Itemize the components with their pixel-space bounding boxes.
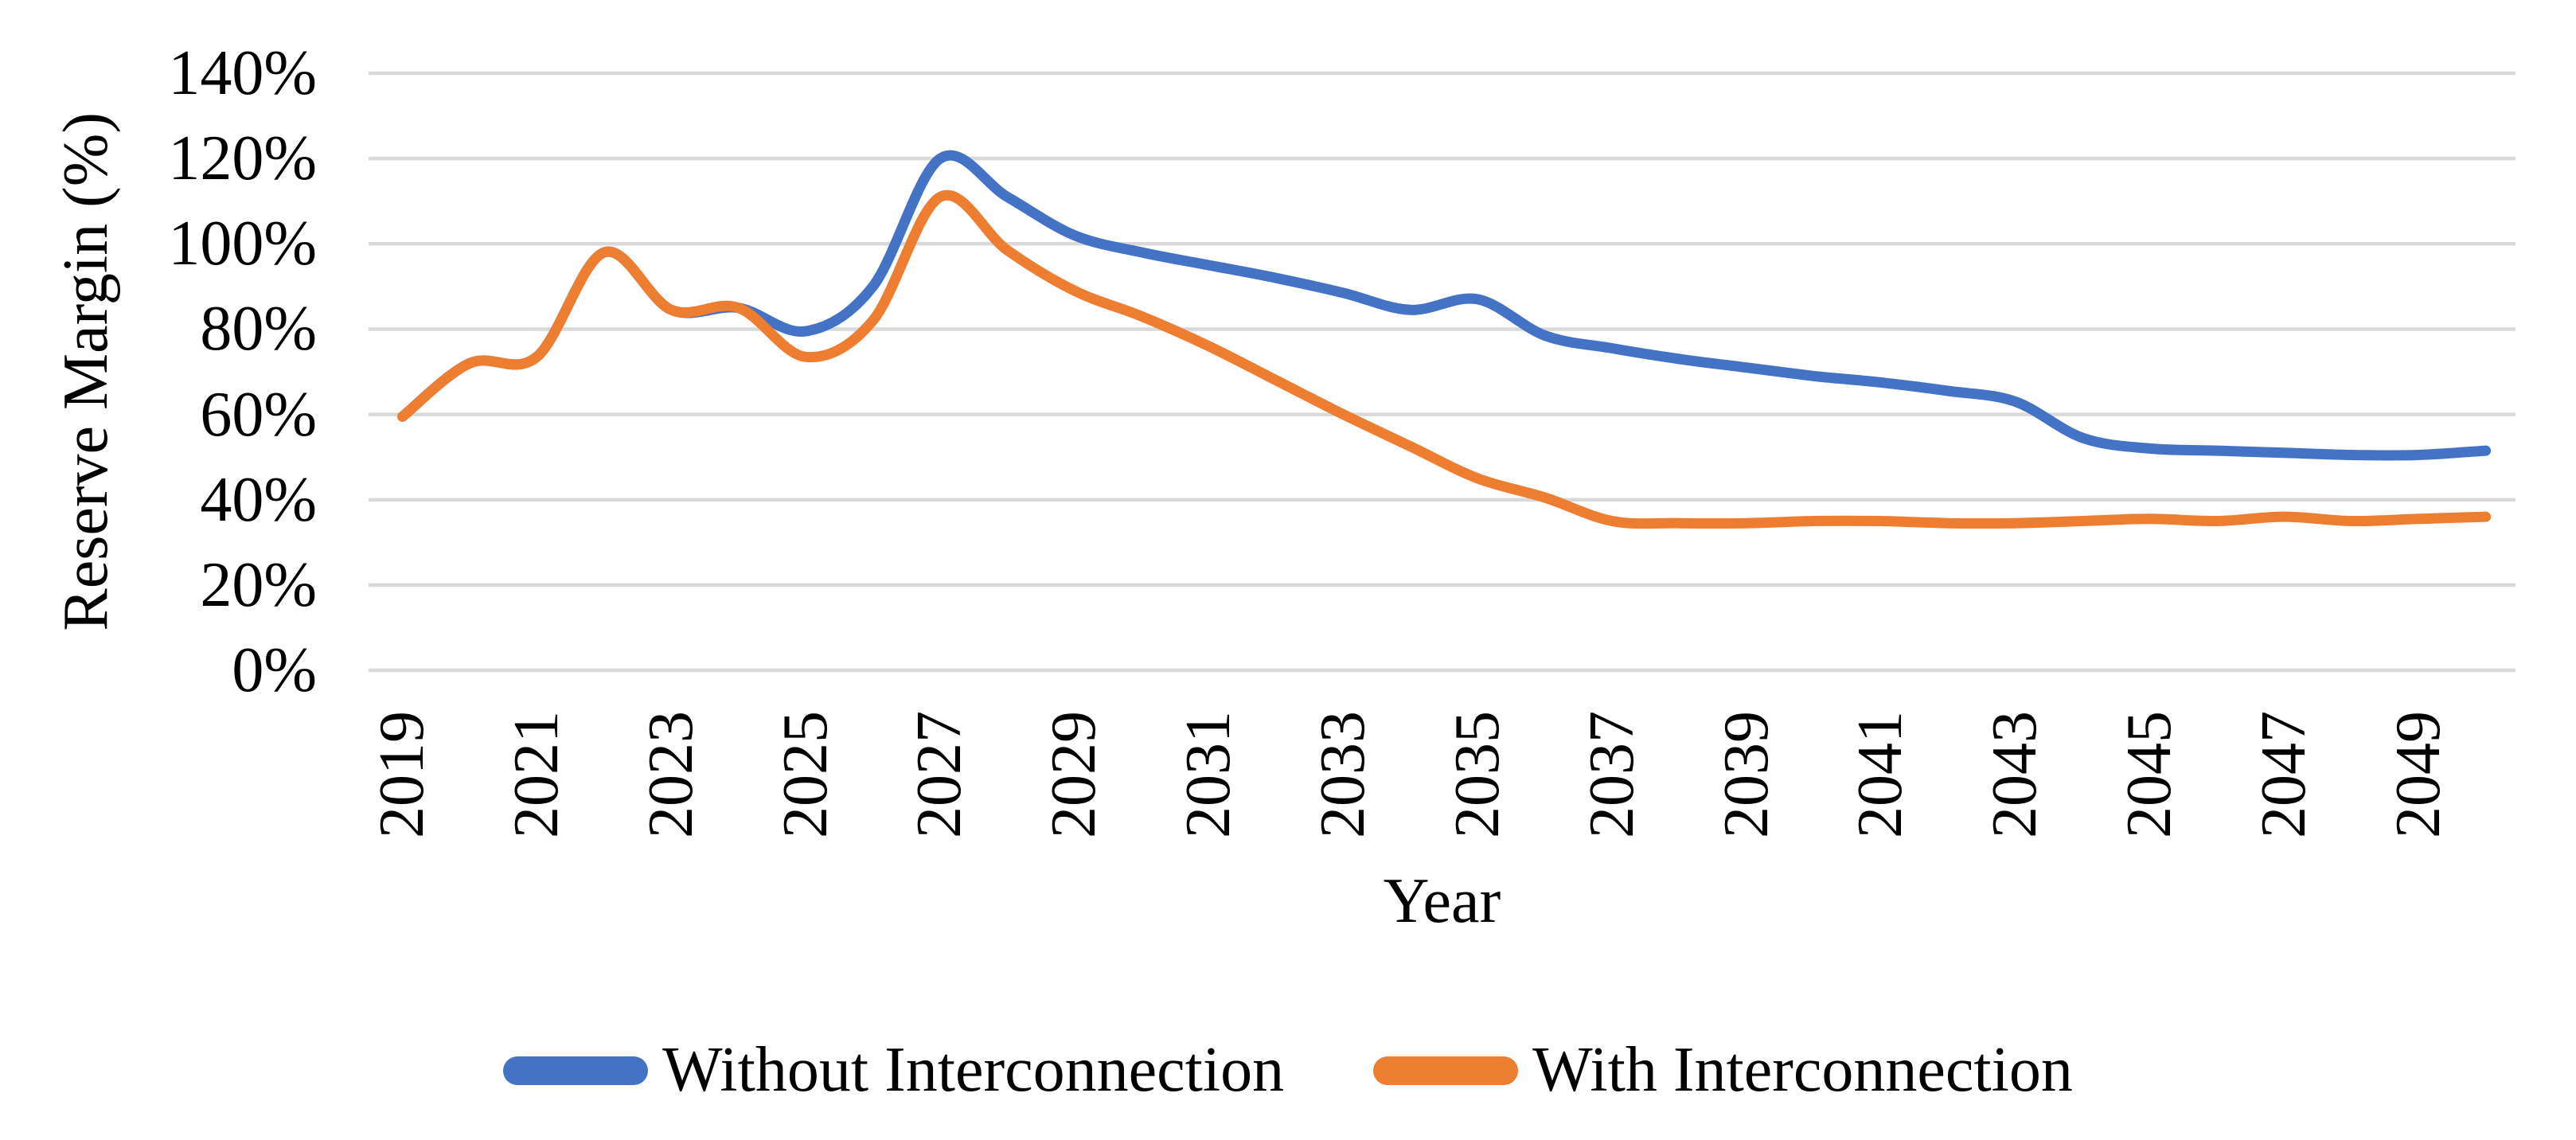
gridlines [369,71,2516,673]
y-tick-label-120%: 120% [168,123,317,194]
y-tick-label-0%: 0% [232,635,317,705]
x-tick-label-text: 2031 [1173,711,1244,838]
x-tick-label-2035: 2035 [1442,711,1513,854]
x-axis-title-text: Year [1383,866,1501,936]
chart-legend: Without Interconnection With Interconnec… [0,1029,2576,1112]
x-tick-label-2029: 2029 [1039,711,1110,854]
x-tick-label-2025: 2025 [770,711,841,854]
x-tick-label-text: 2041 [1845,711,1916,838]
x-tick-label-2037: 2037 [1576,711,1648,854]
x-tick-label-2039: 2039 [1711,711,1782,854]
legend-label: Without Interconnection [662,1035,1285,1105]
x-tick-label-2049: 2049 [2383,711,2454,854]
legend-label: With Interconnection [1532,1035,2073,1105]
x-tick-label-2019: 2019 [367,711,439,854]
x-tick-label-2047: 2047 [2248,711,2320,854]
x-tick-label-text: 2021 [501,711,572,838]
x-tick-label-2043: 2043 [1980,711,2051,854]
x-tick-label-text: 2045 [2114,711,2185,838]
y-axis-title: Reserve Margin (%) [38,93,134,650]
y-tick-label-60%: 60% [200,379,317,450]
x-tick-label-text: 2027 [904,711,975,838]
x-tick-label-text: 2033 [1307,711,1378,838]
x-tick-label-2027: 2027 [904,711,976,854]
y-tick-label-80%: 80% [200,294,317,365]
x-tick-label-text: 2037 [1576,711,1647,838]
x-tick-label-2023: 2023 [635,711,707,854]
series-lines [397,150,2492,529]
x-tick-label-text: 2049 [2383,711,2453,838]
x-tick-label-2021: 2021 [501,711,572,854]
x-tick-label-text: 2023 [635,711,706,838]
legend-item-with-interconnection: With Interconnection [1373,1034,2073,1107]
legend-swatch-blue-line [503,1056,649,1085]
legend-swatch-orange-line [1373,1056,1519,1085]
x-tick-label-2045: 2045 [2114,711,2186,854]
y-axis-title-text: Reserve Margin (%) [50,112,121,631]
x-tick-label-2041: 2041 [1845,711,1917,854]
x-tick-label-2031: 2031 [1173,711,1245,854]
y-tick-label-140%: 140% [168,38,317,109]
x-tick-label-text: 2043 [1980,711,2051,838]
x-tick-label-2033: 2033 [1307,711,1379,854]
legend-item-without-interconnection: Without Interconnection [503,1034,1284,1107]
y-tick-label-20%: 20% [200,549,317,620]
y-tick-label-40%: 40% [200,464,317,535]
x-tick-label-text: 2047 [2248,711,2319,838]
x-tick-label-text: 2025 [770,711,841,838]
series-line-1-with-interconnection [397,189,2492,529]
x-tick-label-text: 2029 [1039,711,1110,838]
x-axis-title: Year [369,861,2516,941]
y-tick-label-100%: 100% [168,209,317,279]
x-tick-label-text: 2019 [367,711,438,838]
x-tick-label-text: 2035 [1442,711,1512,838]
x-tick-label-text: 2039 [1711,711,1782,838]
